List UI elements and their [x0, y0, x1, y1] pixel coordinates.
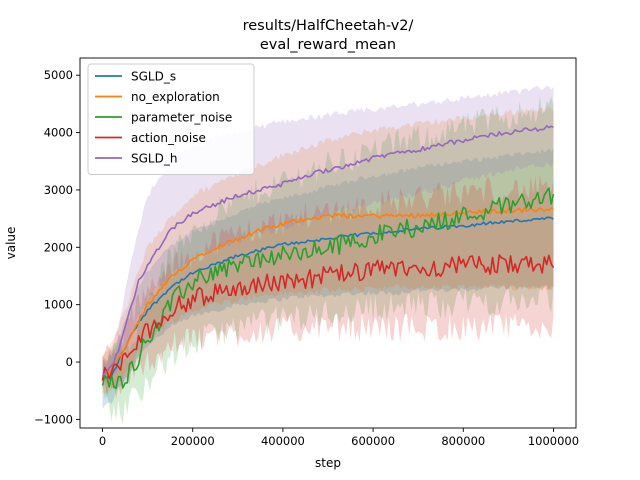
legend-label-sgld-h: SGLD_h: [131, 152, 177, 166]
plot-frame: [79, 57, 577, 429]
x-axis-label: step: [315, 456, 341, 470]
band-sgld-s: [102, 147, 554, 409]
legend-label-no-exploration: no_exploration: [131, 90, 220, 104]
x-tick-label: 200000: [171, 434, 215, 448]
y-tick-label: 0: [66, 355, 73, 369]
x-tick-label: 1000000: [528, 434, 579, 448]
y-tick-label: 1000: [44, 298, 73, 312]
y-tick-label: −1000: [34, 412, 73, 426]
band-parameter-noise: [102, 95, 554, 425]
y-tick-label: 2000: [44, 240, 73, 254]
legend-label-action-noise: action_noise: [131, 131, 206, 145]
x-axis: 0 200000 400000 600000 800000 1000000: [99, 428, 579, 448]
line-sgld-h: [101, 125, 554, 377]
y-axis: −1000 0 1000 2000 3000 4000 5000: [34, 68, 80, 426]
y-axis-label: value: [4, 227, 18, 260]
x-tick-label: 400000: [261, 434, 305, 448]
series-lines: [101, 125, 555, 390]
chart-title-line-1: results/HalfCheetah-v2/: [243, 18, 414, 34]
plot-area: [101, 85, 555, 425]
legend-label-parameter-noise: parameter_noise: [131, 111, 232, 125]
y-tick-label: 3000: [44, 183, 73, 197]
y-tick-label: 4000: [44, 126, 73, 140]
line-action-noise: [101, 254, 555, 381]
x-tick-label: 800000: [441, 434, 485, 448]
chart-title-line-2: eval_reward_mean: [260, 37, 396, 53]
line-sgld-s: [102, 216, 554, 380]
legend-label-sgld-s: SGLD_s: [131, 70, 176, 84]
y-tick-label: 5000: [44, 68, 73, 82]
band-action-noise: [102, 175, 554, 400]
line-no-exploration: [102, 207, 554, 378]
legend: SGLD_s no_exploration parameter_noiseactio…: [87, 63, 255, 175]
legend-box: [87, 63, 255, 175]
line-parameter-noise: [101, 187, 555, 390]
x-tick-label: 0: [99, 434, 106, 448]
x-tick-label: 600000: [351, 434, 395, 448]
